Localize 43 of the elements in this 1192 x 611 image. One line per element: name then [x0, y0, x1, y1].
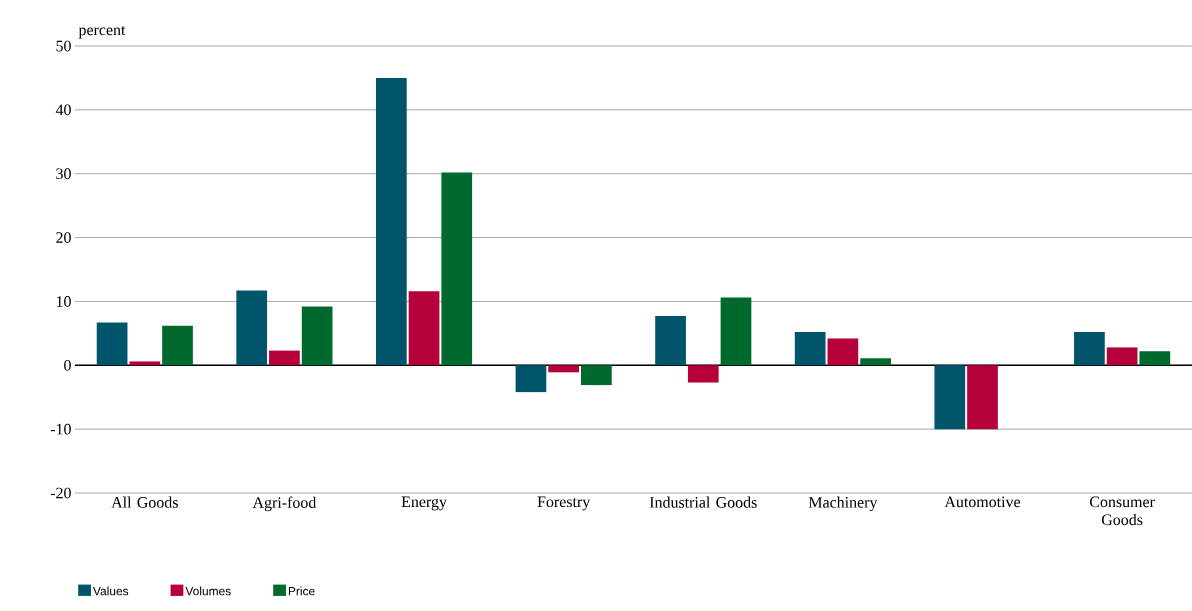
y-tick-label: 40 — [55, 104, 71, 116]
bar — [129, 361, 161, 366]
y-tick-label: -20 — [50, 487, 71, 499]
bar — [794, 332, 826, 366]
bar — [162, 325, 193, 366]
y-tick-label: 0 — [64, 359, 71, 371]
x-tick-label: Automotive — [944, 496, 1021, 508]
x-tick-label: Agri-food — [252, 496, 317, 512]
bar — [720, 297, 752, 366]
bar — [860, 358, 891, 366]
x-tick-label: Machinery — [808, 496, 878, 512]
bar — [687, 365, 719, 383]
y-axis-title: percent — [78, 26, 126, 39]
bar — [1074, 332, 1105, 366]
bar — [967, 365, 998, 430]
y-tick-label: -10 — [50, 423, 71, 435]
bar — [548, 365, 580, 373]
bar — [827, 338, 859, 366]
bar — [655, 316, 686, 366]
legend-label: Volumes — [185, 586, 231, 596]
y-tick-label: 50 — [56, 40, 71, 52]
bar — [441, 172, 473, 366]
bar — [1106, 347, 1138, 366]
x-tick-label: All Goods — [111, 496, 178, 508]
x-tick-label: Consumer Goods — [1090, 496, 1155, 526]
bar — [375, 77, 407, 366]
y-tick-label: 30 — [56, 168, 71, 180]
x-tick-label: Industrial Goods — [649, 496, 757, 508]
legend-label: Price — [288, 586, 315, 596]
bar — [269, 350, 300, 366]
bar — [96, 322, 128, 366]
bar — [408, 291, 440, 366]
y-tick-label: 10 — [56, 296, 71, 307]
bar — [301, 306, 333, 366]
bar — [934, 365, 966, 430]
legend-label: Values — [92, 586, 129, 596]
x-tick-label: Forestry — [537, 496, 591, 511]
bar — [1139, 351, 1171, 366]
bar — [236, 290, 268, 366]
bar — [515, 365, 547, 393]
y-tick-label: 20 — [56, 232, 71, 243]
bar — [581, 365, 612, 386]
x-tick-label: Energy — [401, 496, 447, 511]
